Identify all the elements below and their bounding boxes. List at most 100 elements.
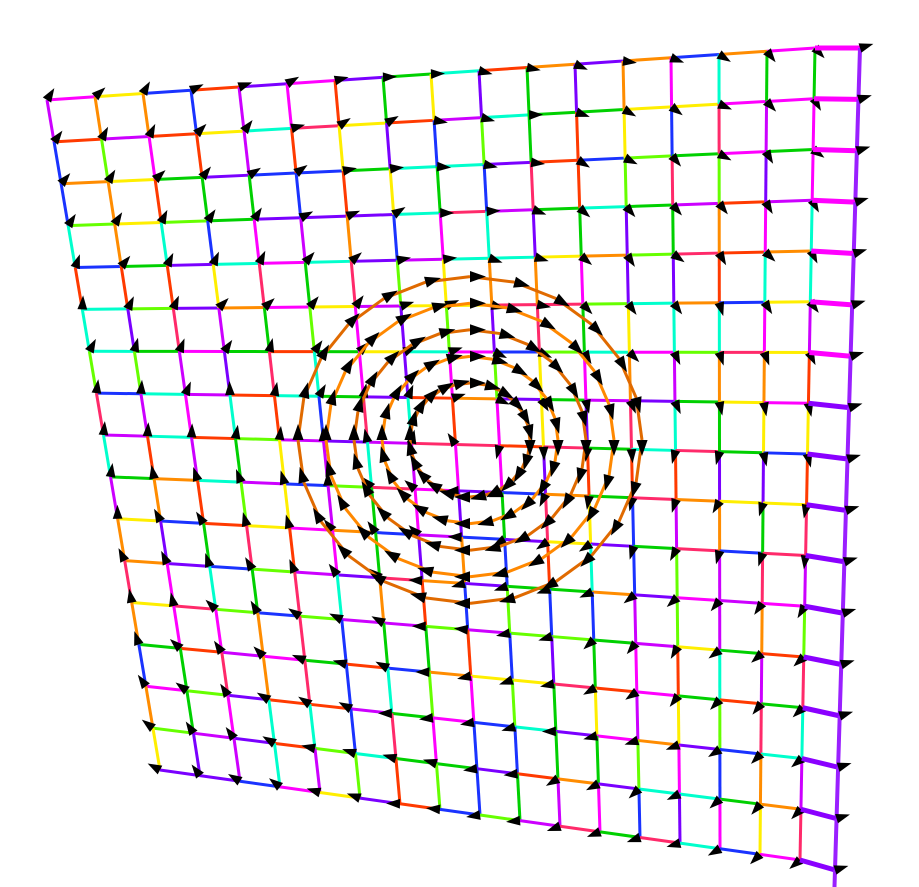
arrow-head bbox=[408, 525, 423, 539]
arrow-head bbox=[416, 468, 432, 485]
field-segment bbox=[227, 693, 270, 702]
arrow-head bbox=[484, 541, 502, 552]
arrow-head bbox=[503, 768, 518, 779]
field-segment bbox=[635, 641, 678, 649]
field-segment bbox=[676, 547, 720, 553]
arrow-head bbox=[151, 170, 166, 184]
field-segment bbox=[386, 668, 394, 714]
arrow-head bbox=[337, 544, 353, 560]
field-segment bbox=[303, 660, 312, 705]
arrow-head bbox=[538, 631, 554, 642]
field-segment bbox=[393, 211, 441, 217]
field-segment bbox=[370, 487, 378, 533]
arrow-head bbox=[228, 773, 243, 786]
field-segment bbox=[595, 735, 600, 784]
arrow-head bbox=[298, 466, 310, 484]
arrow-head bbox=[423, 758, 438, 769]
field-segment bbox=[718, 99, 767, 106]
arrow-head bbox=[424, 276, 441, 288]
field-segment bbox=[190, 85, 240, 92]
arrow-head bbox=[325, 459, 337, 477]
field-segment bbox=[719, 400, 764, 405]
field-segment bbox=[172, 605, 182, 649]
arrow-head bbox=[237, 82, 253, 92]
field-segment bbox=[589, 543, 594, 593]
arrow-head bbox=[580, 349, 592, 365]
arrow-head bbox=[352, 396, 364, 413]
arrow-head bbox=[141, 719, 156, 733]
field-segment bbox=[300, 214, 348, 220]
arrow-head bbox=[578, 539, 594, 552]
arrow-head bbox=[497, 385, 514, 399]
arrow-head bbox=[191, 764, 204, 779]
arrow-head bbox=[175, 682, 190, 695]
arrow-head bbox=[714, 450, 725, 466]
field-segment bbox=[196, 129, 245, 136]
field-segment bbox=[178, 648, 189, 691]
field-segment bbox=[676, 646, 680, 696]
arrow-head bbox=[313, 507, 326, 525]
arrow-head bbox=[332, 659, 348, 669]
field-segment bbox=[595, 686, 637, 694]
field-segment bbox=[293, 571, 302, 617]
side-segment bbox=[813, 147, 857, 154]
arrow-head bbox=[57, 173, 71, 187]
arrow-head bbox=[447, 432, 460, 448]
arrow-head bbox=[549, 416, 561, 434]
arrow-head bbox=[367, 521, 380, 536]
field-segment bbox=[802, 606, 807, 658]
arrow-head bbox=[381, 290, 398, 304]
arrow-head bbox=[622, 153, 638, 165]
field-segment bbox=[548, 589, 554, 637]
field-segment bbox=[527, 114, 533, 163]
field-segment bbox=[670, 155, 675, 206]
field-segment bbox=[119, 266, 130, 310]
arrow-head bbox=[362, 476, 376, 491]
field-segment bbox=[672, 303, 676, 353]
field-segment bbox=[366, 441, 374, 488]
arrow-head bbox=[670, 399, 681, 415]
field-segment bbox=[626, 203, 673, 209]
arrow-head bbox=[134, 631, 144, 646]
field-segment bbox=[243, 126, 292, 133]
arrow-head bbox=[710, 696, 724, 710]
arrow-head bbox=[470, 271, 486, 283]
arrow-head bbox=[91, 379, 102, 394]
arrow-head bbox=[494, 394, 510, 405]
arrow-head bbox=[91, 87, 106, 101]
field-segment bbox=[673, 401, 677, 451]
arrow-head bbox=[579, 300, 593, 315]
arrow-head bbox=[715, 200, 728, 215]
field-segment bbox=[598, 782, 640, 791]
field-segment bbox=[636, 740, 641, 790]
arrow-head bbox=[161, 550, 172, 566]
field-segment bbox=[636, 690, 679, 698]
field-segment bbox=[211, 264, 221, 309]
field-segment bbox=[556, 778, 562, 827]
arrow-head bbox=[450, 393, 466, 403]
field-segment bbox=[147, 136, 157, 180]
field-segment bbox=[515, 773, 522, 821]
field-segment bbox=[351, 258, 398, 263]
field-segment bbox=[96, 391, 141, 396]
field-segment bbox=[171, 308, 181, 352]
field-segment bbox=[628, 400, 633, 450]
arrow-head bbox=[669, 300, 683, 315]
arrow-head bbox=[548, 358, 564, 374]
arrow-head bbox=[377, 708, 392, 719]
field-segment bbox=[678, 694, 720, 702]
arrow-head bbox=[850, 300, 866, 310]
field-segment bbox=[207, 217, 255, 223]
field-segment bbox=[675, 548, 679, 598]
arrow-head bbox=[668, 152, 682, 167]
field-segment bbox=[53, 137, 102, 144]
arrow-head bbox=[763, 48, 776, 63]
arrow-head bbox=[256, 692, 272, 705]
field-segment bbox=[678, 743, 721, 751]
field-segment bbox=[625, 255, 630, 304]
arrow-head bbox=[103, 169, 116, 185]
arrow-head bbox=[454, 491, 470, 503]
arrow-head bbox=[64, 213, 76, 229]
side-edge bbox=[842, 510, 848, 562]
arrow-head bbox=[636, 440, 648, 456]
